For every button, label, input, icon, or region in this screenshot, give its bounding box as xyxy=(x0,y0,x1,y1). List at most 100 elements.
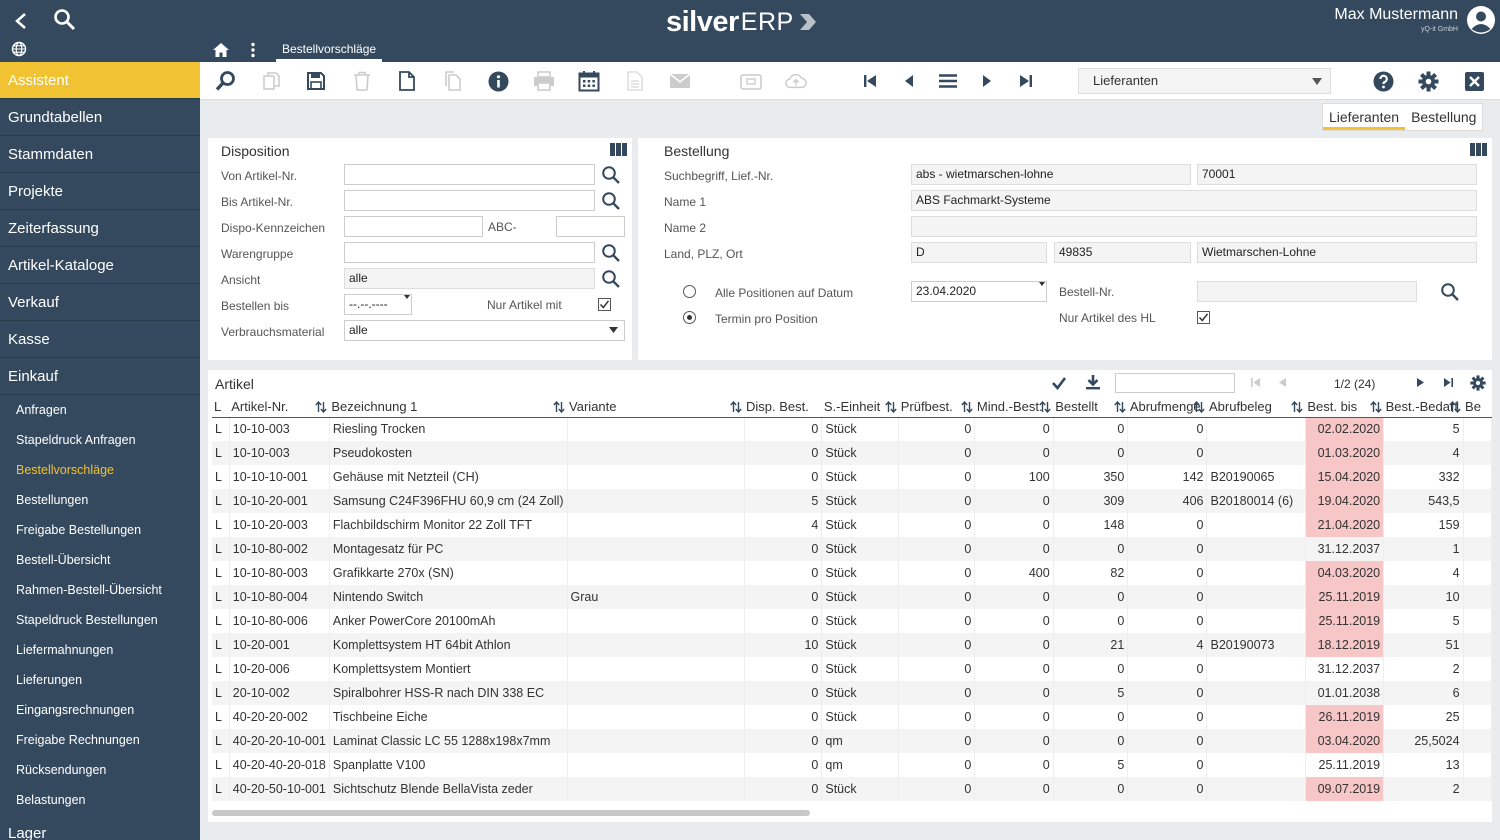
sidebar-item-assistent[interactable]: Assistent xyxy=(0,62,200,99)
sidebar-item-kasse[interactable]: Kasse xyxy=(0,321,200,358)
globe-icon[interactable] xyxy=(4,35,34,63)
artikel-search-input[interactable] xyxy=(1115,373,1235,393)
close-icon[interactable] xyxy=(1463,70,1485,92)
dispo-kennzeichen-input[interactable] xyxy=(344,216,483,237)
column-header[interactable]: S.-Einheit xyxy=(821,397,899,418)
sidebar-item-stammdaten[interactable]: Stammdaten xyxy=(0,136,200,173)
sort-icon[interactable] xyxy=(1193,401,1205,413)
search-icon[interactable] xyxy=(601,165,621,185)
download-icon[interactable] xyxy=(1085,374,1101,390)
table-row[interactable]: L 40-20-50-10-001 Sichtschutz Blende Bella… xyxy=(212,777,1492,801)
plz-input[interactable]: 49835 xyxy=(1054,242,1191,263)
tab-bestellvorschlaege[interactable]: Bestellvorschläge xyxy=(276,42,383,62)
help-icon[interactable] xyxy=(1372,70,1394,92)
first-record-icon[interactable] xyxy=(859,70,881,92)
gear-icon[interactable] xyxy=(1470,375,1486,391)
column-header[interactable]: Best.-Bedarf xyxy=(1383,397,1464,418)
previous-record-icon[interactable] xyxy=(898,70,920,92)
checkmark-icon[interactable] xyxy=(1052,376,1066,390)
sidebar-item-lieferungen[interactable]: Lieferungen xyxy=(16,673,83,687)
sidebar-item-liefermahnungen[interactable]: Liefermahnungen xyxy=(16,643,114,657)
table-row[interactable]: L 10-10-80-003 Grafikkarte 270x (SN) 0 Stück… xyxy=(212,561,1492,585)
gear-icon[interactable] xyxy=(1417,70,1439,92)
bestellen-bis-date[interactable]: --.--.---- xyxy=(344,294,412,315)
new-document-icon[interactable] xyxy=(396,70,418,92)
search-icon[interactable] xyxy=(215,70,237,92)
table-row[interactable]: L 10-20-001 Komplettsystem HT 64bit Athlon… xyxy=(212,633,1492,657)
user-info[interactable]: Max Mustermann yQ-it GmbH xyxy=(1334,6,1458,33)
sort-icon[interactable] xyxy=(1449,401,1461,413)
alle-positionen-radio[interactable] xyxy=(683,285,696,298)
table-row[interactable]: L 10-10-20-001 Samsung C24F396FHU 60,9 cm … xyxy=(212,489,1492,513)
sidebar-item-bestell-übersicht[interactable]: Bestell-Übersicht xyxy=(16,553,111,567)
name2-input[interactable] xyxy=(911,216,1477,237)
last-record-icon[interactable] xyxy=(1015,70,1037,92)
table-row[interactable]: L 20-10-002 Spiralbohrer HSS-R nach DIN 33… xyxy=(212,681,1492,705)
tab-bestellung[interactable]: Bestellung xyxy=(1411,109,1477,125)
tab-lieferanten[interactable]: Lieferanten xyxy=(1323,104,1406,130)
table-row[interactable]: L 40-20-20-10-001 Laminat Classic LC 55 12… xyxy=(212,729,1492,753)
abc-input[interactable] xyxy=(556,216,625,237)
horizontal-scrollbar[interactable] xyxy=(212,810,810,816)
sidebar-item-projekte[interactable]: Projekte xyxy=(0,173,200,210)
sidebar-item-belastungen[interactable]: Belastungen xyxy=(16,793,86,807)
von-artikel-input[interactable] xyxy=(344,164,595,185)
sort-icon[interactable] xyxy=(553,401,565,413)
more-vertical-icon[interactable] xyxy=(238,36,268,64)
next-page-icon[interactable] xyxy=(1417,378,1424,387)
list-icon[interactable] xyxy=(937,70,959,92)
bis-artikel-input[interactable] xyxy=(344,190,595,211)
column-header[interactable]: L xyxy=(212,397,230,418)
nur-artikel-hl-checkbox[interactable] xyxy=(1197,311,1210,324)
ansicht-input[interactable]: alle xyxy=(344,268,595,289)
land-input[interactable]: D xyxy=(911,242,1047,263)
column-header[interactable]: Be xyxy=(1463,397,1492,418)
nur-artikel-checkbox[interactable] xyxy=(598,298,611,311)
ort-input[interactable]: Wietmarschen-Lohne xyxy=(1197,242,1477,263)
column-header[interactable]: Prüfbest. xyxy=(898,397,975,418)
name1-input[interactable]: ABS Fachmarkt-Systeme xyxy=(911,190,1477,211)
column-header[interactable]: Abrufbeleg xyxy=(1206,397,1306,418)
termin-pro-position-radio[interactable] xyxy=(683,311,696,324)
sidebar-item-grundtabellen[interactable]: Grundtabellen xyxy=(0,99,200,136)
sort-icon[interactable] xyxy=(1291,401,1304,413)
home-icon[interactable] xyxy=(206,36,236,64)
table-row[interactable]: L 10-10-80-002 Montagesatz für PC 0 Stück 0 0 0… xyxy=(212,537,1492,561)
sidebar-item-einkauf[interactable]: Einkauf xyxy=(0,358,200,395)
save-icon[interactable] xyxy=(305,70,327,92)
sidebar-item-lager[interactable]: Lager xyxy=(0,815,200,840)
sidebar-item-bestellungen[interactable]: Bestellungen xyxy=(16,493,89,507)
search-icon[interactable] xyxy=(50,6,80,34)
column-header[interactable]: Variante xyxy=(567,397,744,418)
sidebar-item-rahmen-bestell-übersicht[interactable]: Rahmen-Bestell-Übersicht xyxy=(16,583,162,597)
sidebar-item-eingangsrechnungen[interactable]: Eingangsrechnungen xyxy=(16,703,135,717)
sidebar-item-stapeldruck-anfragen[interactable]: Stapeldruck Anfragen xyxy=(16,433,136,447)
column-header[interactable]: Bestellt xyxy=(1053,397,1128,418)
search-icon[interactable] xyxy=(601,191,621,211)
sidebar-item-anfragen[interactable]: Anfragen xyxy=(16,403,67,417)
column-header[interactable]: Disp. Best. xyxy=(744,397,822,418)
table-row[interactable]: L 10-10-20-003 Flachbildschirm Monitor 22 … xyxy=(212,513,1492,537)
column-header[interactable]: Bezeichnung 1 xyxy=(329,397,568,418)
sidebar-item-artikel-kataloge[interactable]: Artikel-Kataloge xyxy=(0,247,200,284)
column-header[interactable]: Best. bis xyxy=(1305,397,1384,418)
bestell-nr-input[interactable] xyxy=(1197,281,1417,302)
warengruppe-input[interactable] xyxy=(344,242,595,263)
table-row[interactable]: L 40-20-40-20-018 Spanplatte V100 0 qm 0 0 5 0 25… xyxy=(212,753,1492,777)
column-header[interactable]: Abrufmenge xyxy=(1127,397,1207,418)
last-page-icon[interactable] xyxy=(1444,378,1453,387)
back-icon[interactable] xyxy=(6,7,36,35)
lieferant-nr-input[interactable]: 70001 xyxy=(1197,164,1477,185)
verbrauchsmaterial-select[interactable]: alle xyxy=(344,320,625,341)
datum-input[interactable]: 23.04.2020 xyxy=(911,281,1047,302)
sort-icon[interactable] xyxy=(315,401,328,413)
sidebar-item-rücksendungen[interactable]: Rücksendungen xyxy=(16,763,107,777)
search-icon[interactable] xyxy=(601,243,621,263)
column-header[interactable]: Artikel-Nr. xyxy=(229,397,330,418)
table-row[interactable]: L 40-20-20-002 Tischbeine Eiche 0 Stück 0 0 0 0 2… xyxy=(212,705,1492,729)
search-icon[interactable] xyxy=(601,269,621,289)
sidebar-item-stapeldruck-bestellungen[interactable]: Stapeldruck Bestellungen xyxy=(16,613,158,627)
suchbegriff-input[interactable]: abs - wietmarschen-lohne xyxy=(911,164,1191,185)
avatar[interactable] xyxy=(1466,5,1496,35)
info-icon[interactable] xyxy=(487,70,509,92)
